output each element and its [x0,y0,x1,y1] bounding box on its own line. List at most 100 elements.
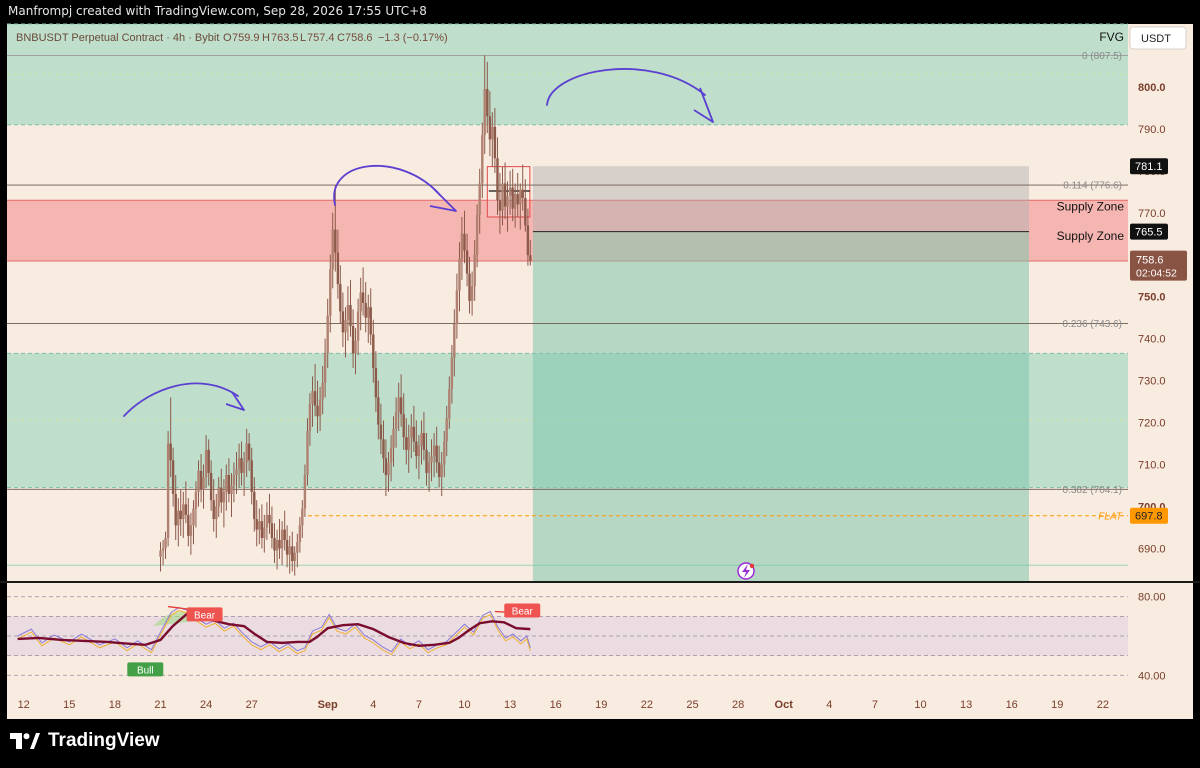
time-tick: 7 [872,699,878,711]
candle [334,185,337,272]
candle [311,376,314,427]
candle [303,464,307,517]
lightning-icon[interactable] [737,562,755,580]
time-axis[interactable] [7,689,1128,719]
candle-body [202,477,205,490]
annotation-arrow[interactable] [546,68,706,106]
annotation-arrowhead[interactable] [693,87,714,123]
annotation-arrowhead[interactable] [429,188,457,212]
candle-body [212,500,215,520]
candle [263,514,266,553]
candle [463,210,466,264]
fib-retracement[interactable]: 0 (807.5) 0.114 (776.6) 0.236 (743.6) 0.382… [7,51,1128,523]
legend-change: −1.3 (−0.17%) [378,32,448,44]
candle-body [440,464,443,478]
annotation-arrowhead[interactable] [225,391,245,411]
candle-body [184,504,188,515]
price-tick: 730.0 [1138,376,1166,388]
candle [427,451,431,492]
candle [293,546,296,576]
candle [496,137,499,215]
candle [265,502,269,541]
candle-body [351,326,355,354]
candle-body [275,540,279,551]
candle [405,418,408,465]
time-tick: 22 [1097,699,1109,711]
candle-body [189,525,193,536]
time-tick: 15 [63,699,75,711]
price-tick: 720.0 [1138,418,1166,430]
flat-price-tag [1130,507,1168,524]
stop-loss-zone[interactable] [532,166,1029,232]
candle [240,441,243,486]
drawings[interactable] [123,68,755,580]
candle [192,500,195,545]
annotation-arrow[interactable] [123,382,239,417]
candle-body [526,225,530,256]
candle-body [498,200,502,211]
candle-body [285,540,289,555]
price-tick: 710.0 [1138,460,1166,472]
candle-body [260,521,264,538]
zone-label-supply: Supply Zone [1057,200,1125,214]
currency-button[interactable]: USDT [1129,26,1187,50]
take-profit-zone[interactable] [532,231,1029,582]
time-tick: 24 [200,699,212,711]
tradingview-logo[interactable]: TradingView [10,730,160,752]
candle [498,172,502,234]
price-tick: 800.0 [1138,82,1166,94]
candle [242,451,246,496]
candle [184,481,188,524]
candle [169,397,172,478]
candle [361,267,365,316]
price-tick: 770.0 [1138,208,1166,220]
price-axis[interactable] [1128,24,1193,719]
position-tool[interactable] [486,166,1029,582]
candle [412,405,416,452]
candle [359,277,362,331]
tradingview-logo-icon [10,733,40,749]
candle-body [478,183,481,215]
candle-body [468,273,471,301]
candle-body [453,323,456,358]
rsi-indicator[interactable]: Bull Bear Bear [7,596,1128,677]
legend-o-label: O [223,32,232,44]
candle [227,458,231,503]
candle [296,533,299,568]
candle-body [392,428,395,448]
candle-body [407,437,410,450]
candle-body [524,198,527,226]
rsi-tick: 80.00 [1138,592,1166,604]
zone-label-fvg: FVG [1099,30,1124,44]
candle [394,397,398,448]
time-tick: 28 [732,699,744,711]
price-tag-dark [1130,223,1168,240]
candle [387,451,390,492]
candle [179,489,182,536]
candle [402,393,405,450]
candle-body [291,546,294,562]
time-tick: 22 [641,699,653,711]
candle-body [448,389,451,419]
candle-body [250,460,253,492]
price-tick: 690.0 [1138,543,1166,555]
candle [524,179,527,232]
candle [270,506,274,549]
candle-body [422,433,426,450]
candle-body [405,437,408,450]
candle [508,170,512,215]
candle [407,424,410,473]
candle-body [187,514,190,536]
candle-body [303,475,307,509]
candle-body [372,334,375,369]
candle [465,233,469,287]
candle [209,460,213,511]
lightning-bolt [742,564,750,578]
candle-body [486,89,489,117]
candle-body [159,550,162,557]
candle [182,491,185,538]
candle [283,510,286,551]
annotation-arrow[interactable] [333,164,441,206]
candle-body [377,397,380,425]
